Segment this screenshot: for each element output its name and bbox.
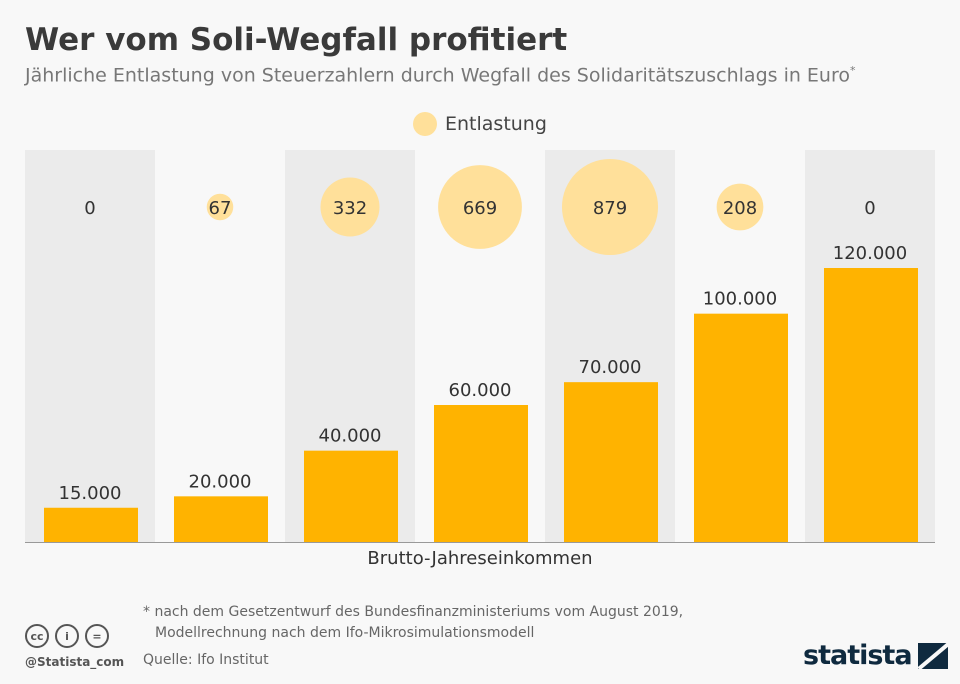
logo-text: statista — [803, 640, 913, 671]
legend: Entlastung — [413, 112, 547, 136]
bubble — [206, 193, 234, 221]
bar-label: 20.000 — [189, 471, 252, 492]
x-axis-label: Brutto-Jahreseinkommen — [367, 548, 593, 569]
bubble — [438, 165, 522, 249]
bubble-label: 208 — [723, 198, 757, 219]
legend-swatch — [413, 112, 437, 136]
source: Quelle: Ifo Institut — [143, 652, 269, 668]
cc-icon: cc — [25, 624, 49, 648]
legend-label: Entlastung — [445, 113, 547, 135]
bar — [694, 313, 788, 542]
bar — [304, 450, 398, 542]
column-band — [25, 150, 155, 542]
bubble-label: 669 — [463, 198, 497, 219]
bubble-label: 879 — [593, 198, 627, 219]
bar-label: 40.000 — [319, 426, 382, 447]
bubble-label: 0 — [84, 198, 95, 219]
bar — [434, 405, 528, 542]
bar-label: 60.000 — [449, 380, 512, 401]
subtitle-text: Jährliche Entlastung von Steuerzahlern d… — [25, 64, 850, 87]
no-derivatives-icon: = — [85, 624, 109, 648]
bubble — [561, 158, 659, 256]
attribution-icon: i — [55, 624, 79, 648]
bubble-label: 67 — [209, 198, 232, 219]
license-icons[interactable]: cc i = — [25, 624, 109, 648]
statista-logo[interactable]: statista — [803, 640, 948, 671]
bar-label: 120.000 — [833, 243, 907, 264]
bubble-label: 332 — [333, 198, 367, 219]
bubble-label: 0 — [864, 198, 875, 219]
bar-label: 100.000 — [703, 289, 777, 310]
footnote-line1: * nach dem Gesetzentwurf des Bundesfinan… — [143, 604, 684, 620]
twitter-handle[interactable]: @Statista_com — [25, 655, 125, 669]
bubble — [716, 183, 764, 231]
logo-mark-icon — [917, 642, 948, 669]
chart-subtitle: Jährliche Entlastung von Steuerzahlern d… — [25, 64, 856, 86]
bar-label: 15.000 — [59, 483, 122, 504]
footnote-mark: * — [850, 64, 856, 77]
bubble — [320, 177, 380, 237]
chart-title: Wer vom Soli-Wegfall profitiert — [25, 22, 568, 58]
bar — [174, 496, 268, 542]
bar — [824, 268, 918, 542]
bar-label: 70.000 — [579, 357, 642, 378]
bar — [564, 382, 658, 542]
footnote-line2: Modellrechnung nach dem Ifo-Mikrosimulat… — [155, 625, 535, 641]
bar — [44, 507, 138, 542]
